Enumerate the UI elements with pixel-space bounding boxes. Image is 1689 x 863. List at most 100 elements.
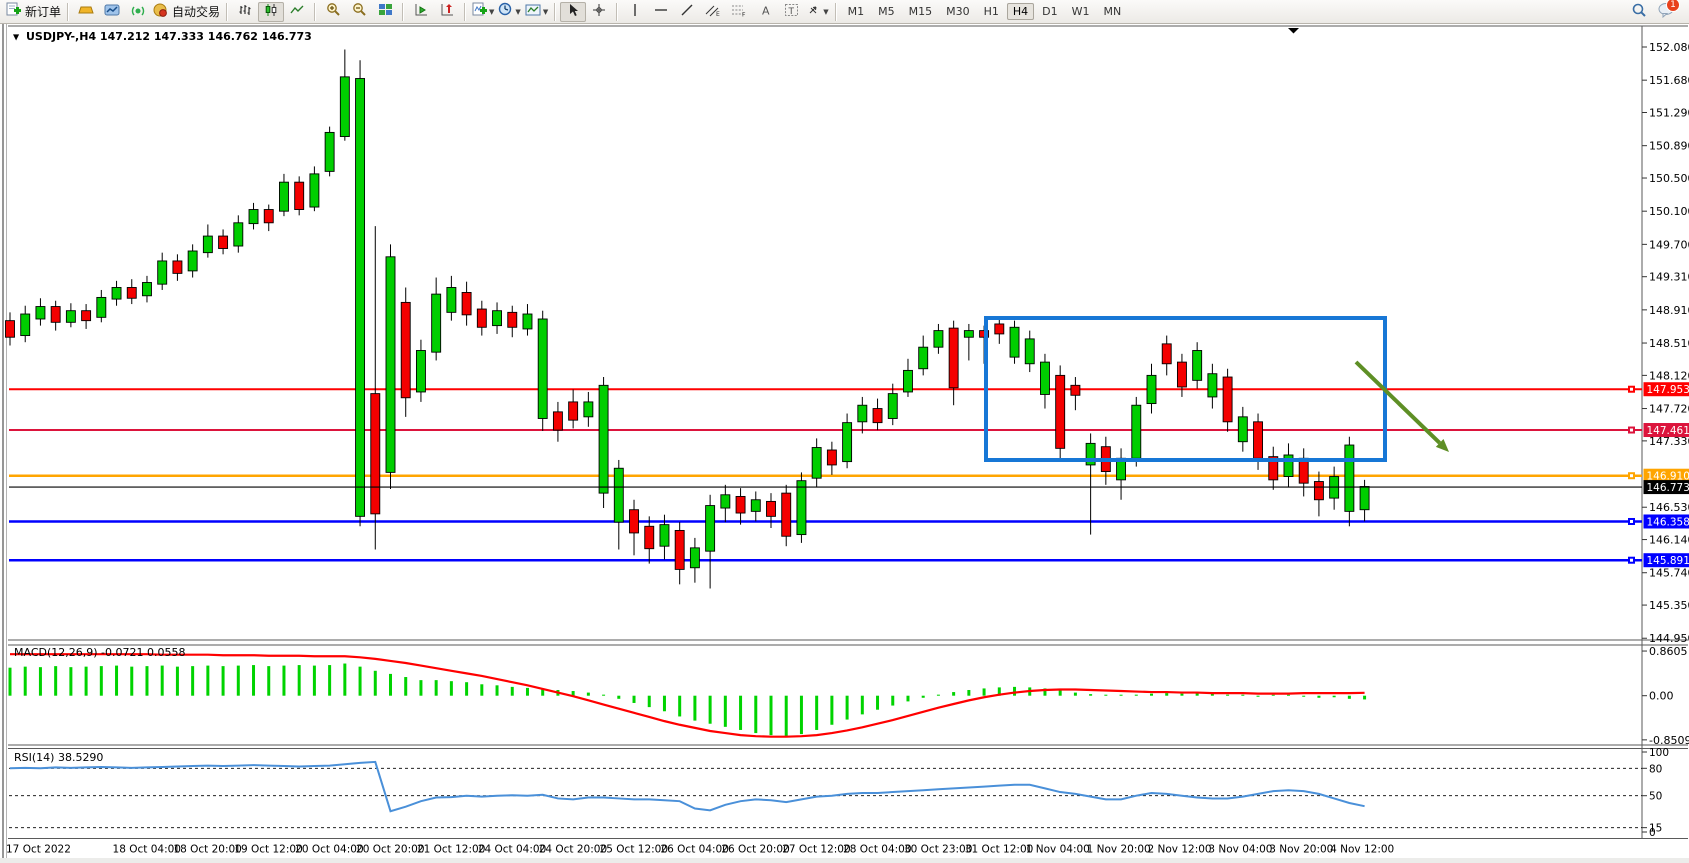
- timeframe-M5[interactable]: M5: [878, 5, 895, 18]
- timeframe-H4[interactable]: H4: [1006, 3, 1035, 20]
- price-tick-label: 147.720: [1649, 403, 1689, 416]
- publish-chart-button[interactable]: [99, 2, 125, 22]
- candle-body: [766, 500, 776, 517]
- zoom-out-icon: [352, 2, 367, 21]
- candle-body: [1207, 373, 1218, 398]
- chart-shift-icon: [440, 2, 455, 21]
- candle-body: [1237, 416, 1248, 443]
- date-label: 3 Nov 04:00: [1208, 844, 1272, 856]
- dropdown-caret-icon: ▼: [489, 7, 495, 16]
- candle-body: [948, 327, 959, 389]
- dropdown-caret-icon: ▼: [823, 7, 829, 16]
- date-label: 30 Oct 23:00: [904, 844, 972, 856]
- price-chart[interactable]: 152.080 151.680 151.290 150.890 150.500 150.1…: [0, 24, 1689, 863]
- timeframe-MN[interactable]: MN: [1103, 5, 1122, 18]
- rsi-tick-label: 80: [1649, 763, 1662, 775]
- date-label: 26 Oct 04:00: [660, 844, 728, 856]
- zoom-in-button[interactable]: [320, 2, 346, 22]
- arrows-icon: [806, 2, 821, 21]
- periods-button[interactable]: ▼: [496, 2, 522, 22]
- down-arrow-annotation[interactable]: [1354, 360, 1442, 445]
- cursor-tool-button[interactable]: [560, 1, 587, 22]
- line-chart-button[interactable]: [284, 2, 310, 22]
- auto-scroll-button[interactable]: [408, 2, 434, 22]
- price-tick-label: 150.100: [1649, 205, 1689, 218]
- date-label: 18 Oct 20:00: [173, 844, 241, 856]
- candle-body: [872, 408, 883, 424]
- candle-body: [674, 529, 685, 570]
- zoom-out-button[interactable]: [346, 2, 372, 22]
- text-tool[interactable]: A: [752, 2, 778, 22]
- level-badge: [1643, 468, 1689, 483]
- arrows-tool[interactable]: ▼: [804, 2, 830, 22]
- date-label: 24 Oct 04:00: [478, 844, 546, 856]
- candle-body: [309, 173, 320, 208]
- chart-shift-button[interactable]: [434, 2, 460, 22]
- price-tick-label: 149.310: [1649, 271, 1689, 284]
- label-tool[interactable]: T: [778, 2, 804, 22]
- deposit-button[interactable]: [73, 2, 99, 22]
- svg-text:E: E: [716, 11, 720, 17]
- candle-body: [1070, 384, 1081, 396]
- candle-body: [233, 222, 244, 247]
- timeframe-W1[interactable]: W1: [1071, 5, 1090, 18]
- timeframe-M15[interactable]: M15: [908, 5, 933, 18]
- horizontal-line-tool[interactable]: [648, 2, 674, 22]
- fibonacci-tool[interactable]: F: [726, 2, 752, 22]
- bar-chart-button[interactable]: [232, 2, 258, 22]
- level-badge-label: 146.358: [1647, 516, 1689, 528]
- signals-button[interactable]: [125, 2, 151, 22]
- templates-button[interactable]: ▼: [523, 2, 550, 22]
- candle-body: [1268, 456, 1279, 481]
- price-tick-label: 148.510: [1649, 337, 1689, 350]
- channel-tool[interactable]: E: [700, 2, 726, 22]
- candle-body: [583, 401, 594, 418]
- price-tick-label: 145.350: [1649, 599, 1689, 612]
- candle-body: [172, 260, 183, 274]
- level-badge-label: 145.891: [1647, 555, 1689, 567]
- candle-body: [111, 287, 122, 300]
- candle-body: [1146, 374, 1157, 405]
- fibonacci-icon: F: [731, 2, 747, 21]
- level-badge-label: 146.910: [1647, 471, 1689, 483]
- tile-windows-button[interactable]: [372, 2, 398, 22]
- timeframe-M30[interactable]: M30: [946, 5, 970, 18]
- candle-body: [446, 287, 457, 313]
- candle-body: [385, 256, 396, 473]
- zoom-in-icon: [326, 2, 341, 21]
- candle-body: [720, 494, 731, 509]
- gold-bar-icon: [78, 2, 94, 21]
- price-tick-label: 150.500: [1649, 172, 1689, 185]
- candle-body: [476, 308, 487, 328]
- autotrade-icon: [153, 2, 168, 21]
- crosshair-tool-button[interactable]: [586, 2, 612, 22]
- notifications-button[interactable]: 1: [1658, 0, 1680, 22]
- search-button[interactable]: [1626, 2, 1652, 22]
- scroll-to-end-marker-icon[interactable]: [1288, 28, 1299, 34]
- text-label-icon: T: [784, 2, 799, 21]
- date-label: 1 Nov 04:00: [1026, 844, 1090, 856]
- level-badge: [1643, 423, 1689, 438]
- chart-share-icon: [104, 2, 120, 21]
- timeframe-D1[interactable]: D1: [1042, 5, 1058, 18]
- candle-body: [735, 495, 746, 514]
- candle-body: [1176, 361, 1187, 388]
- timeframe-H1[interactable]: H1: [983, 5, 999, 18]
- cursor-icon: [567, 2, 580, 21]
- candlestick-chart-button[interactable]: [258, 1, 285, 22]
- autotrade-button[interactable]: 自动交易: [151, 2, 222, 22]
- dropdown-caret-icon: ▼: [515, 7, 521, 16]
- candle-body: [994, 323, 1005, 335]
- svg-text:T: T: [787, 7, 794, 17]
- clock-icon: [498, 2, 513, 21]
- timeframe-M1[interactable]: M1: [847, 5, 865, 18]
- indicators-button[interactable]: ▼: [470, 2, 496, 22]
- current-price-badge: [1643, 480, 1689, 495]
- vertical-line-tool[interactable]: [622, 2, 648, 22]
- date-label: 3 Nov 20:00: [1269, 844, 1333, 856]
- candle-body: [187, 250, 198, 272]
- date-label: 28 Oct 04:00: [843, 844, 911, 856]
- new-order-button[interactable]: 新订单: [4, 2, 63, 22]
- candle-body: [218, 235, 229, 249]
- trendline-tool[interactable]: [674, 2, 700, 22]
